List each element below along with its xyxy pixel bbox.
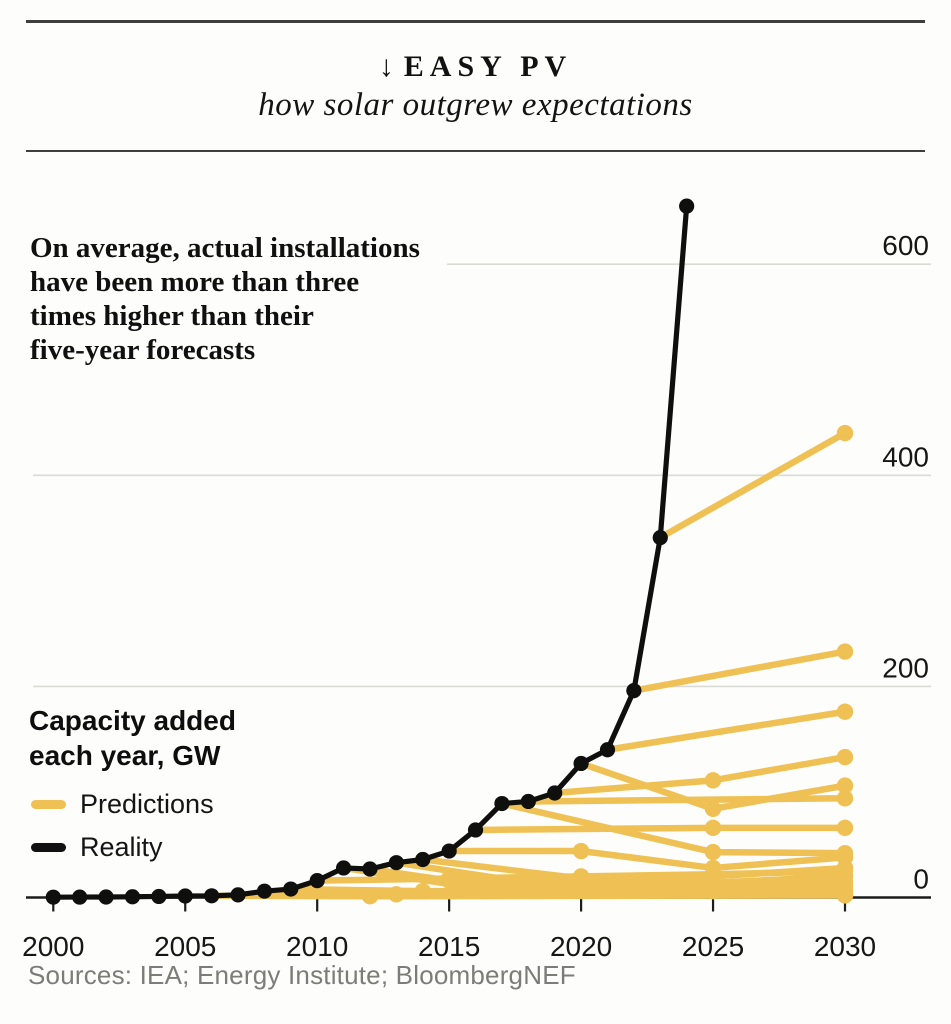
reality-point-2017 xyxy=(494,795,510,812)
x-axis-label-2005: 2005 xyxy=(154,931,216,962)
prediction-point-2016-2030 xyxy=(836,819,854,837)
reality-point-2013 xyxy=(388,855,404,871)
source-note: Sources: IEA; Energy Institute; Bloomber… xyxy=(28,960,576,990)
reality-point-2000 xyxy=(45,889,61,905)
y-axis-label-400: 400 xyxy=(882,441,929,472)
x-axis-label-2020: 2020 xyxy=(550,931,612,962)
down-arrow-icon: ↓ xyxy=(378,50,394,83)
prediction-point-2016-2025 xyxy=(704,819,722,837)
prediction-line-2006 xyxy=(208,892,849,900)
reality-point-2023 xyxy=(652,529,668,546)
x-axis-label-2000: 2000 xyxy=(22,931,84,962)
prediction-line-2021 xyxy=(604,708,849,753)
x-axis-label-2030: 2030 xyxy=(814,931,876,962)
prediction-point-2021-2030 xyxy=(836,703,854,720)
reality-point-2010 xyxy=(309,873,325,889)
y-axis-label-600: 600 xyxy=(882,230,929,261)
x-axis-label-2010: 2010 xyxy=(286,931,348,962)
reality-point-2020 xyxy=(573,755,589,772)
y-axis-label-200: 200 xyxy=(882,652,929,683)
prediction-point-2017-2025 xyxy=(704,843,722,861)
reality-point-2006 xyxy=(204,888,220,904)
prediction-line-2019 xyxy=(551,753,849,797)
reality-point-2004 xyxy=(151,888,167,905)
prediction-line-2018 xyxy=(525,795,849,805)
prediction-line-2016 xyxy=(472,824,849,834)
reality-point-2019 xyxy=(547,785,563,801)
legend-item-reality: Reality xyxy=(31,831,163,862)
chart-subtitle: how solar outgrew expectations xyxy=(258,87,693,123)
reality-point-2012 xyxy=(362,861,378,877)
prediction-point-2010-2025 xyxy=(704,866,722,883)
header-divider-rule xyxy=(26,150,925,152)
chart-annotation: On average, actual installations have be… xyxy=(30,232,420,366)
reality-point-2016 xyxy=(467,822,484,838)
legend-item-predictions: Predictions xyxy=(31,788,214,819)
reality-point-2014 xyxy=(415,851,431,868)
legend-label-predictions: Predictions xyxy=(80,788,214,819)
reality-point-2024 xyxy=(679,198,695,214)
prediction-point-2019-2030 xyxy=(836,748,854,766)
prediction-point-2015-2020 xyxy=(572,842,590,860)
legend-label-reality: Reality xyxy=(80,831,163,862)
reality-point-2008 xyxy=(256,883,273,899)
reality-swatch-icon xyxy=(31,842,66,852)
prediction-point-2010-2015 xyxy=(440,870,458,887)
y-axis-label-0: 0 xyxy=(913,864,929,895)
reality-point-2007 xyxy=(230,887,246,903)
prediction-point-2010-2030 xyxy=(836,862,854,880)
prediction-point-2019-2025 xyxy=(704,772,722,789)
prediction-point-2006-2012 xyxy=(361,888,379,905)
prediction-point-2023-2030 xyxy=(836,424,854,442)
prediction-point-2006-2030 xyxy=(836,887,854,904)
prediction-point-2020-2025 xyxy=(704,800,722,818)
reality-point-2022 xyxy=(626,683,642,699)
prediction-point-2010-2020 xyxy=(572,868,590,885)
top-rule xyxy=(26,20,925,23)
reality-point-2015 xyxy=(441,843,457,859)
chart-title: EASY PV xyxy=(403,50,573,83)
y-axis-title: Capacity added each year, GW xyxy=(29,705,236,771)
prediction-line-2015 xyxy=(445,847,849,872)
prediction-line-2022 xyxy=(630,648,849,694)
prediction-point-2022-2030 xyxy=(836,643,854,660)
reality-point-2005 xyxy=(177,888,193,904)
prediction-point-2018-2030 xyxy=(836,790,854,807)
reality-point-2011 xyxy=(335,860,352,876)
x-axis-label-2015: 2015 xyxy=(418,931,480,962)
chart-kicker: ↓ EASY PV xyxy=(0,50,951,84)
reality-point-2018 xyxy=(520,793,536,810)
reality-point-2009 xyxy=(283,881,299,897)
prediction-point-2020-2030 xyxy=(836,777,854,794)
prediction-line-2023 xyxy=(657,429,849,541)
reality-point-2002 xyxy=(98,889,114,905)
x-axis-label-2025: 2025 xyxy=(682,931,744,962)
reality-point-2003 xyxy=(124,889,141,905)
reality-point-2021 xyxy=(599,742,616,758)
predictions-swatch-icon xyxy=(31,799,66,809)
reality-point-2001 xyxy=(72,889,88,905)
